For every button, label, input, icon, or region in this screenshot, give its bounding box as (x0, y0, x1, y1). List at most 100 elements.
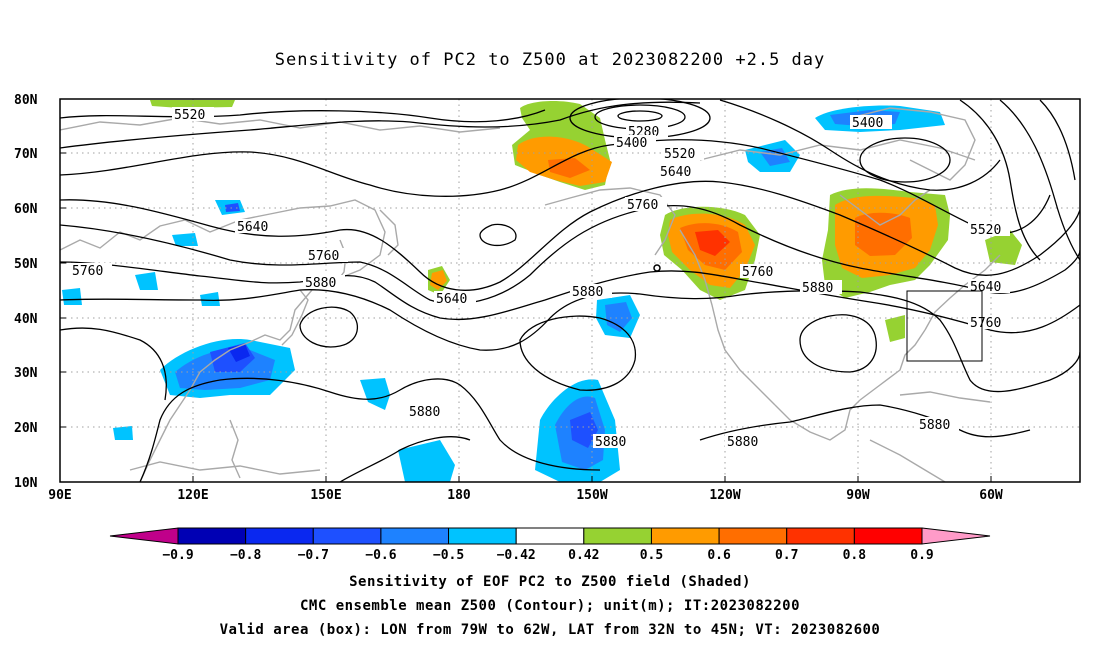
contour-label: 5520 (664, 147, 695, 162)
axis-ticks (59, 98, 992, 483)
lon-label: 180 (447, 488, 471, 503)
coastline-mexico (774, 399, 861, 441)
coastline-asia (60, 199, 386, 482)
contour-label: 5400 (616, 136, 647, 151)
colorbar-label: −0.6 (365, 548, 396, 563)
lat-label: 30N (14, 366, 38, 381)
colorbar-label: 0.5 (640, 548, 663, 563)
coastline-arctic (60, 117, 501, 133)
lat-label: 40N (14, 312, 38, 327)
lat-label: 20N (14, 421, 38, 436)
colorbar-label: 0.8 (843, 548, 867, 563)
contour-label: 5880 (919, 418, 950, 433)
coastline-caribbean (899, 391, 991, 403)
lon-label: 150E (310, 488, 341, 503)
colorbar-box (718, 527, 788, 545)
shade-negative-strong (570, 412, 598, 448)
lat-labels: 80N 70N 60N 50N 40N 30N 20N 10N (14, 93, 38, 491)
contour-label: 5400 (852, 116, 883, 131)
colorbar-label: −0.9 (162, 548, 193, 563)
shade-negative-weak (398, 440, 455, 482)
contour-label: 5640 (436, 292, 467, 307)
coastline-japan (281, 289, 309, 346)
lat-label: 60N (14, 202, 38, 217)
contour-label: 5520 (970, 223, 1001, 238)
lon-label: 90E (48, 488, 71, 503)
colorbar-label: 0.7 (775, 548, 798, 563)
valid-area-box (906, 290, 983, 362)
shade-negative-weak (360, 378, 390, 410)
shade-negative-weak (113, 426, 133, 440)
coastline-central-america (869, 439, 946, 482)
colorbar-box (650, 527, 720, 545)
caption-line-3: Valid area (box): LON from 79W to 62W, L… (219, 622, 881, 638)
shade-negative-strong (225, 203, 240, 212)
shade-negative-weak (135, 272, 158, 290)
caption-line-2: CMC ensemble mean Z500 (Contour); unit(m… (299, 598, 800, 614)
shade-negative-weak (62, 288, 82, 305)
contour-labels: 5520 5280 5400 5520 5640 5400 5640 5760 … (70, 107, 1010, 450)
colorbar-box (245, 527, 314, 545)
lon-label: 150W (576, 488, 607, 503)
colorbar-box (448, 527, 517, 545)
coastline-hudson-bay (839, 189, 931, 226)
coastline-indonesia (129, 461, 321, 475)
coastline-canada-arctic (699, 139, 976, 161)
colorbar-box (515, 527, 585, 545)
contour-label: 5880 (305, 276, 336, 291)
colorbar-box (177, 527, 247, 545)
colorbar-label: −0.7 (298, 548, 329, 563)
contour-label: 5880 (572, 285, 603, 300)
lon-label: 120E (177, 488, 208, 503)
colorbar-box (312, 527, 382, 545)
shade-negative-weak (172, 233, 198, 246)
shade-positive-weak (985, 230, 1022, 265)
marker-circle (653, 264, 661, 272)
colorbar-label: 0.6 (707, 548, 731, 563)
lon-label: 120W (709, 488, 740, 503)
colorbar-label: −0.5 (433, 548, 464, 563)
contour-label: 5760 (308, 249, 339, 264)
map-title: Sensitivity of PC2 to Z500 at 2023082200… (274, 50, 826, 70)
colorbar-box (786, 527, 855, 545)
graticule (60, 99, 1080, 482)
colorbar-end-right (921, 527, 991, 545)
colorbar-label: 0.9 (910, 548, 933, 563)
lon-label: 90W (846, 488, 870, 503)
coastline-north-america-west (679, 229, 776, 406)
plot-frame (59, 98, 1081, 483)
shade-positive-weak (885, 315, 905, 342)
contour-label: 5880 (409, 405, 440, 420)
shade-positive-max (695, 230, 730, 256)
shade-positive-moderate (430, 270, 447, 290)
contour-label: 5880 (595, 435, 626, 450)
colorbar: −0.9 −0.8 −0.7 −0.6 −0.5 −0.42 0.42 0.5 0.6 0.7 0.… (109, 527, 991, 563)
z500-contours (60, 99, 1080, 482)
contour-label: 5640 (970, 280, 1001, 295)
contour-label: 5760 (627, 198, 658, 213)
colorbar-box (583, 527, 652, 545)
coastline-philippines (229, 419, 241, 479)
contour-label: 5640 (237, 220, 268, 235)
coastline-greenland (849, 107, 976, 181)
colorbar-label: 0.42 (568, 548, 599, 563)
lat-label: 70N (14, 147, 38, 162)
caption-line-1: Sensitivity of EOF PC2 to Z500 field (Sh… (349, 574, 751, 590)
contour-label: 5640 (660, 165, 691, 180)
contour-label: 5760 (970, 316, 1001, 331)
lat-label: 80N (14, 93, 38, 108)
coastlines (60, 107, 1001, 482)
coastline-alaska (544, 187, 676, 256)
shaded-sensitivity (62, 100, 1022, 482)
shade-negative-moderate (605, 302, 632, 332)
colorbar-box (380, 527, 450, 545)
contour-label: 5760 (742, 265, 773, 280)
coastline-kamchatka (379, 209, 399, 256)
lat-label: 50N (14, 257, 38, 272)
contour-label: 5880 (727, 435, 758, 450)
contour-label: 5760 (72, 264, 103, 279)
shade-positive-strong (548, 158, 590, 178)
colorbar-label: −0.42 (497, 548, 536, 563)
shade-negative-moderate (760, 148, 790, 166)
